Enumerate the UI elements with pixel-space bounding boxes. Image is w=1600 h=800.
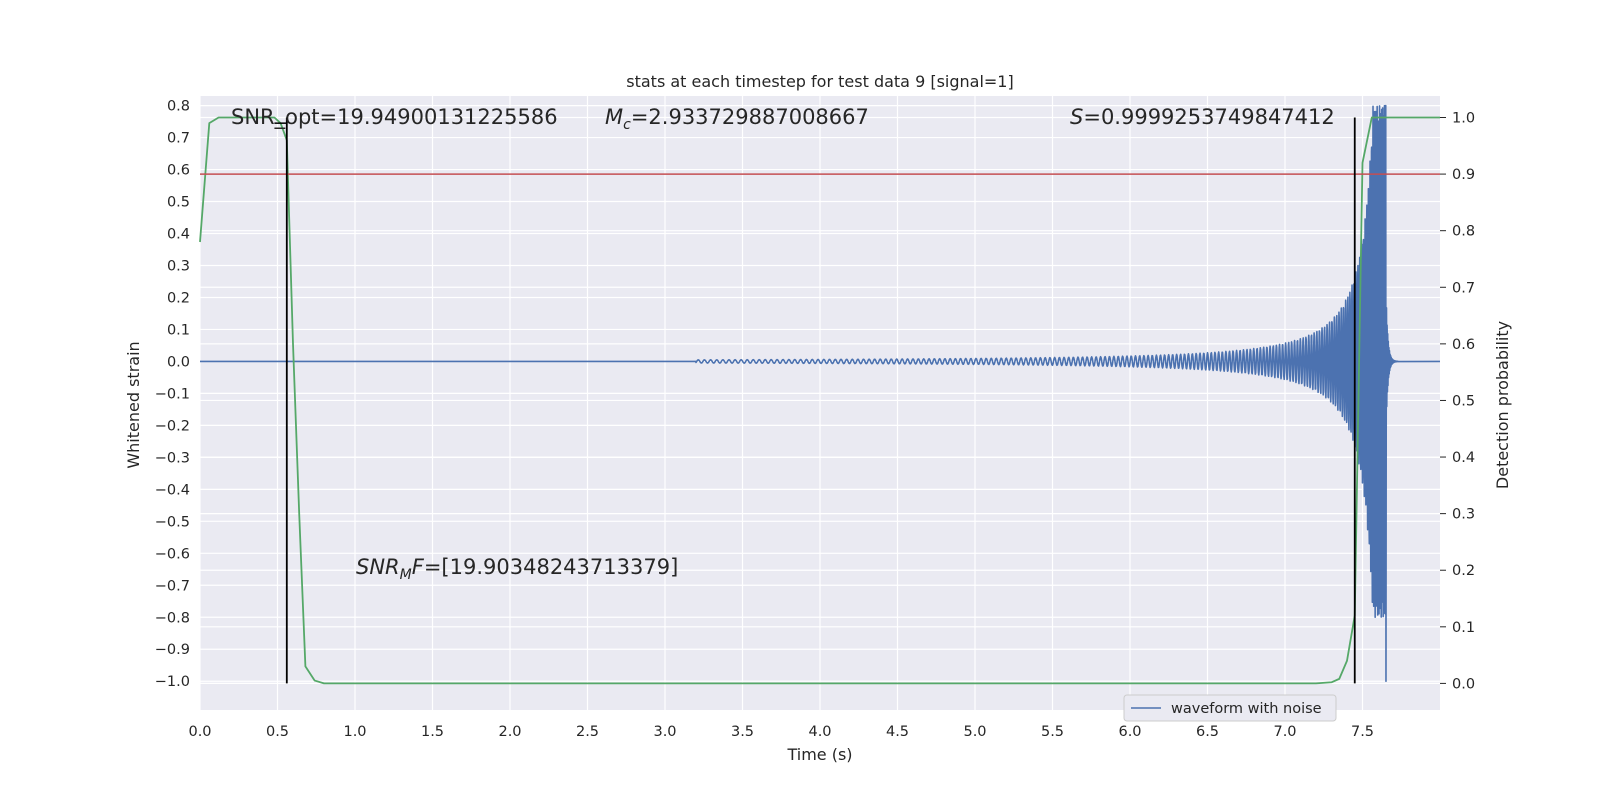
detection-probability-line: [199, 116, 1440, 685]
x-tick-label: 0.0: [188, 724, 211, 740]
y-tick-label: −0.8: [155, 610, 190, 626]
ticks: 0.0 0.5 1.0 1.5 2.0 2.5 3.0 3.5 4.0 4.5 5.0 5.5 6.0 6…: [155, 99, 1475, 740]
snr-mf-a: SNR: [356, 555, 400, 579]
x-tick-label: 7.0: [1273, 724, 1296, 740]
snr-mf-annotation: SNRMF=[19.90348243713379]: [356, 555, 678, 583]
x-tick-label: 5.0: [963, 724, 986, 740]
x-tick-label: 4.0: [808, 724, 831, 740]
x-tick-label: 4.5: [886, 724, 909, 740]
s-value: =0.9999253749847412: [1083, 105, 1334, 129]
snr-mf-value: =[19.90348243713379]: [424, 555, 678, 579]
y2-tick-label: 0.2: [1452, 563, 1475, 579]
reference-lines: [200, 117, 1440, 684]
y-tick-label: 0.1: [167, 322, 190, 338]
y-tick-label: −0.4: [155, 482, 190, 498]
x-axis-label: Time (s): [786, 745, 852, 764]
s-annotation: S=0.9999253749847412: [1070, 105, 1335, 129]
y-tick-label: 0.0: [167, 354, 190, 370]
y-tick-label: −0.2: [155, 418, 190, 434]
x-tick-label: 3.0: [653, 724, 676, 740]
legend-box: [1123, 694, 1337, 722]
legend-label: waveform with noise: [1171, 701, 1322, 717]
y-tick-label: 0.7: [167, 131, 190, 147]
x-tick-label: 1.0: [343, 724, 366, 740]
y2-tick-label: 0.3: [1452, 507, 1475, 523]
y2-tick-label: 0.9: [1452, 167, 1475, 183]
x-tick-label: 0.5: [266, 724, 289, 740]
y-axis-label: Whitened strain: [124, 341, 143, 468]
y-tick-label: 0.2: [167, 290, 190, 306]
chirp-mass-subscript: c: [623, 117, 631, 133]
y2-tick-label: 0.1: [1452, 620, 1475, 636]
y2-tick-label: 0.6: [1452, 337, 1475, 353]
y2-tick-label: 0.5: [1452, 393, 1475, 409]
y-tick-label: −0.1: [155, 386, 190, 402]
x-tick-label: 7.5: [1351, 724, 1374, 740]
legend: waveform with noise: [1123, 694, 1337, 722]
y2-tick-label: 0.0: [1452, 676, 1475, 692]
x-tick-label: 6.5: [1196, 724, 1219, 740]
y2-axis-label: Detection probability: [1493, 321, 1512, 489]
y-tick-label: −1.0: [155, 674, 190, 690]
chart-title: stats at each timestep for test data 9 […: [626, 72, 1013, 91]
x-tick-label: 3.5: [731, 724, 754, 740]
snr-mf-subscript: M: [400, 567, 412, 583]
y-tick-label: 0.4: [167, 227, 190, 243]
x-tick-label: 1.5: [421, 724, 444, 740]
chirp-mass-symbol: M: [605, 105, 623, 129]
y-tick-label: −0.6: [155, 546, 190, 562]
grid: [199, 96, 1440, 710]
x-tick-label: 5.5: [1041, 724, 1064, 740]
y2-tick-label: 0.8: [1452, 224, 1475, 240]
x-tick-label: 6.0: [1118, 724, 1141, 740]
y2-tick-label: 0.7: [1452, 280, 1475, 296]
y-tick-label: 0.8: [167, 99, 190, 115]
x-tick-label: 2.5: [576, 724, 599, 740]
y2-tick-label: 0.4: [1452, 450, 1475, 466]
y-tick-label: 0.5: [167, 195, 190, 211]
x-tick-label: 2.0: [498, 724, 521, 740]
y-tick-label: 0.3: [167, 258, 190, 274]
series-layer: [199, 104, 1441, 685]
chirp-mass-annotation: Mc=2.933729887008667: [605, 105, 869, 133]
snr-mf-b: F: [412, 555, 425, 579]
chirp-mass-value: =2.933729887008667: [631, 105, 869, 129]
y-tick-label: −0.3: [155, 450, 190, 466]
snr-opt-annotation: SNR_opt=19.94900131225586: [231, 105, 558, 130]
y2-tick-label: 1.0: [1452, 111, 1475, 127]
y-tick-label: −0.7: [155, 578, 190, 594]
y-tick-label: −0.5: [155, 514, 190, 530]
s-symbol: S: [1070, 105, 1083, 129]
y-tick-label: 0.6: [167, 163, 190, 179]
y-tick-label: −0.9: [155, 642, 190, 658]
waveform-line: [200, 104, 1441, 683]
